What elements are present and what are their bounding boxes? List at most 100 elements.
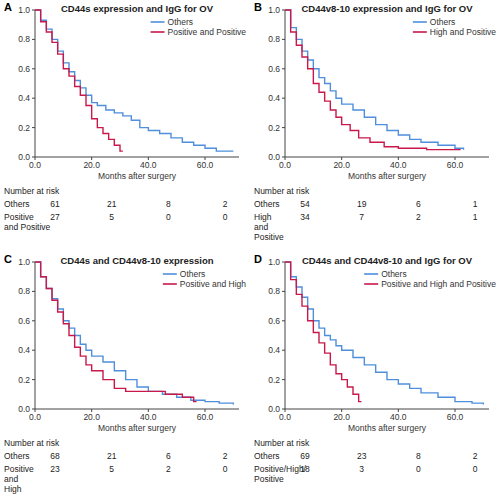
y-tick <box>32 262 35 263</box>
legend-swatch <box>413 31 427 33</box>
panel-label: C <box>4 253 12 265</box>
title: CD44s and CD44v8-10 expression <box>60 255 213 266</box>
y-tick <box>32 39 35 40</box>
y-tick <box>282 262 285 263</box>
y-tick-label: 0.6 <box>18 64 30 74</box>
x-axis <box>35 157 239 158</box>
y-tick <box>32 320 35 321</box>
x-tick-label: 60.0 <box>197 412 214 422</box>
y-tick-label: 0.4 <box>268 345 280 355</box>
risk-row-label: and Positive <box>4 222 51 232</box>
legend-swatch <box>151 31 165 33</box>
x-tick-label: 60.0 <box>447 160 464 170</box>
risk-row-label: Others <box>4 199 30 209</box>
survival-curve <box>35 262 197 402</box>
risk-count: 3 <box>359 464 364 474</box>
y-tick <box>32 291 35 292</box>
risk-table-title: Number at risk <box>254 186 310 196</box>
risk-row-label: Others <box>254 451 280 461</box>
y-tick <box>282 320 285 321</box>
y-tick <box>282 409 285 410</box>
risk-count: 2 <box>416 212 421 222</box>
y-axis <box>285 262 286 409</box>
risk-row-label: Positive <box>254 474 284 484</box>
y-tick-label: 0.8 <box>268 34 280 44</box>
y-axis <box>285 10 286 157</box>
risk-row-label: Positive <box>4 464 34 474</box>
legend: OthersPositive and High <box>163 269 246 289</box>
risk-count: 0 <box>416 464 421 474</box>
panel-label: B <box>254 1 262 13</box>
risk-row-label: High <box>4 484 22 494</box>
legend: OthersPositive and Positive <box>151 17 247 37</box>
y-tick-label: 0.0 <box>268 404 280 414</box>
y-tick <box>32 10 35 11</box>
y-tick-label: 0.2 <box>268 123 280 133</box>
y-tick <box>32 379 35 380</box>
x-tick-label: 20.0 <box>83 412 100 422</box>
y-axis <box>35 10 36 157</box>
risk-count: 0 <box>473 464 478 474</box>
x-tick-label: 40.0 <box>390 160 407 170</box>
x-tick-label: 0.0 <box>279 412 291 422</box>
legend-swatch <box>364 283 378 285</box>
risk-table: Number at riskOthers692382Positive/High/… <box>254 438 478 484</box>
y-tick <box>32 350 35 351</box>
y-axis <box>35 262 36 409</box>
risk-row-label: Others <box>4 451 30 461</box>
legend-label: High and Positive <box>430 27 496 37</box>
risk-count: 23 <box>357 451 367 461</box>
risk-table-title: Number at risk <box>4 186 60 196</box>
legend-label: Others <box>168 17 194 27</box>
legend-label: Others <box>381 269 407 279</box>
legend-swatch <box>151 21 165 23</box>
legend-label: Others <box>430 17 456 27</box>
y-tick-label: 0.2 <box>268 375 280 385</box>
y-tick <box>282 350 285 351</box>
y-tick-label: 0.6 <box>18 316 30 326</box>
legend-swatch <box>364 273 378 275</box>
y-tick-label: 0.4 <box>18 93 30 103</box>
risk-count: 18 <box>300 464 310 474</box>
y-tick <box>32 98 35 99</box>
survival-curve <box>35 10 123 151</box>
x-tick-label: 20.0 <box>333 412 350 422</box>
y-tick <box>32 157 35 158</box>
risk-count: 0 <box>223 464 228 474</box>
risk-count: 1 <box>473 212 478 222</box>
risk-count: 2 <box>223 199 228 209</box>
y-tick <box>282 157 285 158</box>
risk-row-label: High <box>254 212 272 222</box>
legend: OthersHigh and Positive <box>413 17 496 37</box>
risk-row-label: Positive <box>4 212 34 222</box>
panel-label: A <box>4 1 12 13</box>
y-tick <box>282 379 285 380</box>
x-axis <box>285 157 489 158</box>
risk-row-label: Positive <box>254 232 284 242</box>
y-tick <box>282 68 285 69</box>
x-axis-label: Months after surgery <box>98 171 177 181</box>
legend-label: Positive and High and Positive <box>381 279 496 289</box>
risk-count: 34 <box>300 212 310 222</box>
risk-count: 6 <box>166 451 171 461</box>
risk-row-label: Positive/High/ <box>254 464 307 474</box>
survival-curve <box>285 262 362 402</box>
risk-row-label: Others <box>254 199 280 209</box>
x-tick-label: 0.0 <box>29 160 41 170</box>
panel: BCD44v8-10 expression and IgG for OV0.02… <box>254 1 496 242</box>
y-tick-label: 0.0 <box>18 404 30 414</box>
x-tick-label: 60.0 <box>197 160 214 170</box>
risk-count: 27 <box>50 212 60 222</box>
y-tick-label: 0.8 <box>18 286 30 296</box>
y-tick-label: 0.0 <box>18 152 30 162</box>
y-tick <box>32 409 35 410</box>
risk-count: 69 <box>300 451 310 461</box>
panel: DCD44s and CD44v8-10 and IgG for OV0.020… <box>254 253 496 484</box>
risk-count: 2 <box>473 451 478 461</box>
risk-count: 8 <box>416 451 421 461</box>
risk-count: 0 <box>166 212 171 222</box>
legend: OthersPositive and High and Positive <box>364 269 496 289</box>
risk-count: 19 <box>357 199 367 209</box>
figure: ACD44s expression and IgG for OV0.020.04… <box>0 0 500 499</box>
risk-count: 0 <box>223 212 228 222</box>
